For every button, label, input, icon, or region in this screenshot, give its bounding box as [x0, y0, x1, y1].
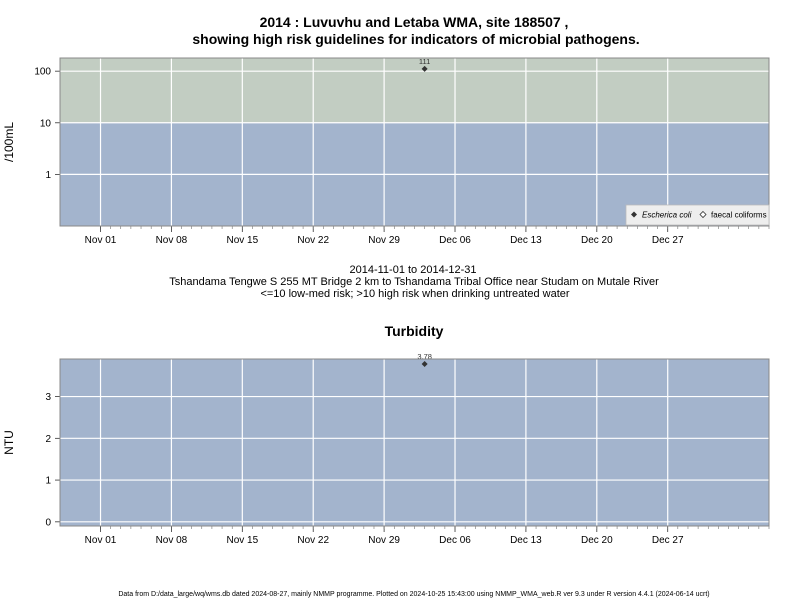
data-point: [421, 65, 428, 72]
y-tick-label: 2: [45, 434, 51, 445]
x-tick-label: Nov 15: [226, 535, 258, 546]
data-label: 111: [419, 57, 430, 66]
legend-box: [625, 204, 770, 226]
high-risk-band: [60, 58, 769, 123]
y-tick-label: 0: [45, 517, 51, 528]
chart-title-line-1: 2014 : Luvuvhu and Letaba WMA, site 1885…: [260, 14, 569, 30]
microbial-panel: 1 10 100 Nov 01 Nov 08 Nov 15 Nov 22 Nov 29 Dec…: [2, 57, 770, 246]
x-tick-label: Dec 06: [439, 235, 471, 246]
legend-marker-faecal: [699, 210, 707, 219]
x-tick-label: Dec 27: [652, 235, 684, 246]
gridlines: [60, 359, 769, 526]
x-tick-label: Nov 29: [368, 235, 400, 246]
turbidity-panel: 0 1 2 3 Nov 01 Nov 08 Nov 15 Nov 22 Nov 29 Dec 0…: [2, 352, 770, 546]
legend-label-ecoli: Escherica coli: [642, 211, 692, 220]
x-tick-label: Dec 06: [439, 535, 471, 546]
x-tick-label: Nov 15: [226, 235, 258, 246]
x-tick-label: Dec 27: [652, 535, 684, 546]
x-tick-label: Nov 08: [156, 535, 188, 546]
x-tick-label: Nov 22: [297, 235, 329, 246]
chart-title-line-2: showing high risk guidelines for indicat…: [192, 31, 639, 47]
data-label: 3.78: [417, 352, 432, 361]
plot-background: [60, 359, 769, 526]
date-range-caption: 2014-11-01 to 2014-12-31: [349, 264, 476, 276]
legend-marker-ecoli: [631, 211, 637, 218]
x-tick-label: Nov 29: [368, 535, 400, 546]
legend-label-faecal: faecal coliforms: [711, 211, 767, 220]
risk-note-caption: <=10 low-med risk; >10 high risk when dr…: [260, 288, 569, 300]
y-tick-label: 3: [45, 392, 51, 403]
x-axis: Nov 01 Nov 08 Nov 15 Nov 22 Nov 29 Dec 06 Dec …: [85, 226, 770, 246]
legend: Escherica coli faecal coliforms: [625, 204, 770, 226]
y-axis-label: /100mL: [2, 122, 16, 162]
data-points: 3.78: [417, 352, 432, 368]
y-tick-label: 10: [40, 118, 52, 129]
plot-frame: [59, 57, 770, 227]
data-point: [421, 361, 428, 368]
footer-note: Data from D:/data_large/wq/wms.db dated …: [118, 591, 709, 598]
x-tick-label: Nov 01: [85, 535, 117, 546]
x-tick-label: Nov 22: [297, 535, 329, 546]
turbidity-title: Turbidity: [385, 323, 444, 339]
x-axis: Nov 01 Nov 08 Nov 15 Nov 22 Nov 29 Dec 06 Dec …: [85, 526, 770, 546]
location-caption: Tshandama Tengwe S 255 MT Bridge 2 km to…: [169, 276, 659, 288]
plot-frame: [59, 358, 770, 527]
x-tick-label: Nov 08: [156, 235, 188, 246]
y-tick-label: 1: [45, 170, 51, 181]
data-points: 111: [419, 57, 430, 72]
y-tick-label: 100: [34, 67, 51, 78]
x-tick-label: Nov 01: [85, 235, 117, 246]
x-tick-label: Dec 13: [510, 235, 542, 246]
y-tick-label: 1: [45, 476, 51, 487]
y-axis: 0 1 2 3: [45, 392, 60, 528]
x-tick-label: Dec 20: [581, 235, 613, 246]
gridlines: [60, 58, 769, 226]
y-axis: 1 10 100: [34, 67, 60, 181]
x-tick-label: Dec 13: [510, 535, 542, 546]
x-tick-label: Dec 20: [581, 535, 613, 546]
y-axis-label: NTU: [2, 430, 16, 455]
